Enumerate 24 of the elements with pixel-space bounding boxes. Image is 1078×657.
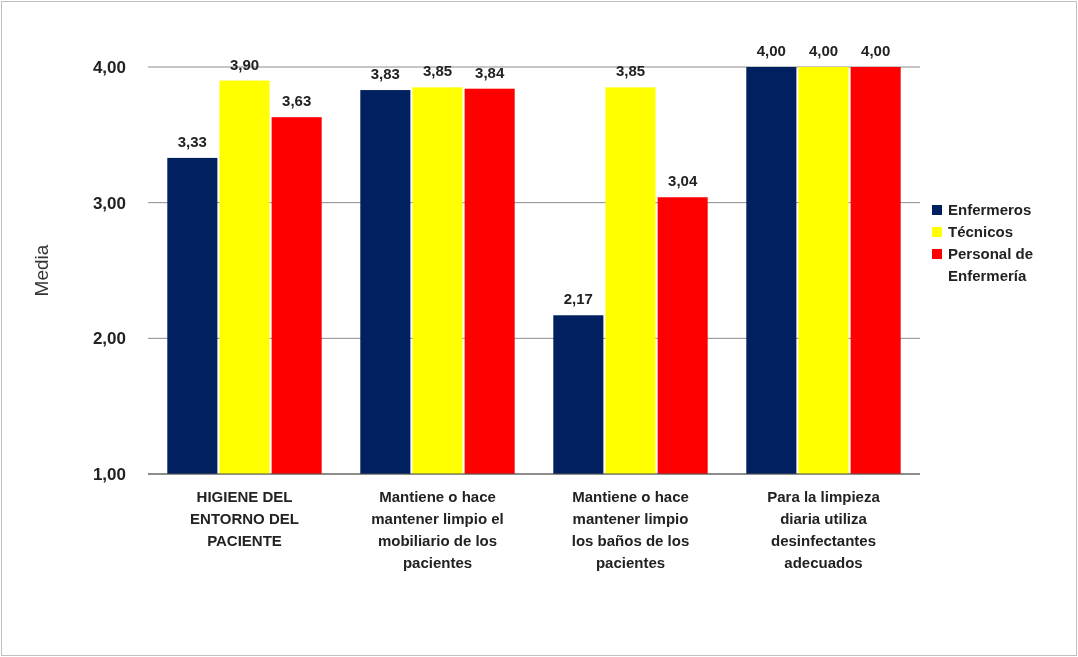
data-label: 4,00 — [756, 42, 786, 59]
data-label: 3,33 — [177, 132, 207, 150]
data-label: 3,90 — [229, 55, 260, 73]
y-tick-label: 4,00 — [92, 57, 126, 77]
data-label: 3,85 — [422, 62, 453, 80]
data-label: 3,04 — [668, 172, 698, 190]
x-tick-label: Mantiene o hace mantener limpio el mobiliario de los pacientes — [371, 488, 504, 571]
legend-label: Técnicos — [948, 223, 1014, 241]
x-tick-label: Mantiene o hace mantener limpio los baños de los pacientes — [571, 488, 690, 571]
data-label: 3,83 — [370, 65, 400, 83]
data-label: 3,63 — [282, 92, 312, 110]
data-label: 3,85 — [615, 62, 646, 80]
legend-label: Enfermeros — [948, 201, 1032, 219]
data-label: 2,17 — [563, 290, 593, 308]
data-label: 4,00 — [861, 42, 891, 59]
y-axis-title: Media — [31, 244, 52, 297]
y-tick-label: 3,00 — [92, 193, 126, 213]
y-tick-label: 2,00 — [92, 329, 126, 349]
x-tick-label: HIGIENE DEL ENTORNO DEL PACIENTE — [190, 488, 299, 549]
y-tick-label: 1,00 — [92, 464, 126, 484]
data-label: 3,84 — [475, 63, 505, 81]
x-tick-label: Para la limpieza diaria utiliza desinfectantes adecuados — [767, 488, 881, 571]
data-label: 4,00 — [808, 42, 839, 59]
legend-label: Personal de Enfermería — [948, 245, 1034, 285]
